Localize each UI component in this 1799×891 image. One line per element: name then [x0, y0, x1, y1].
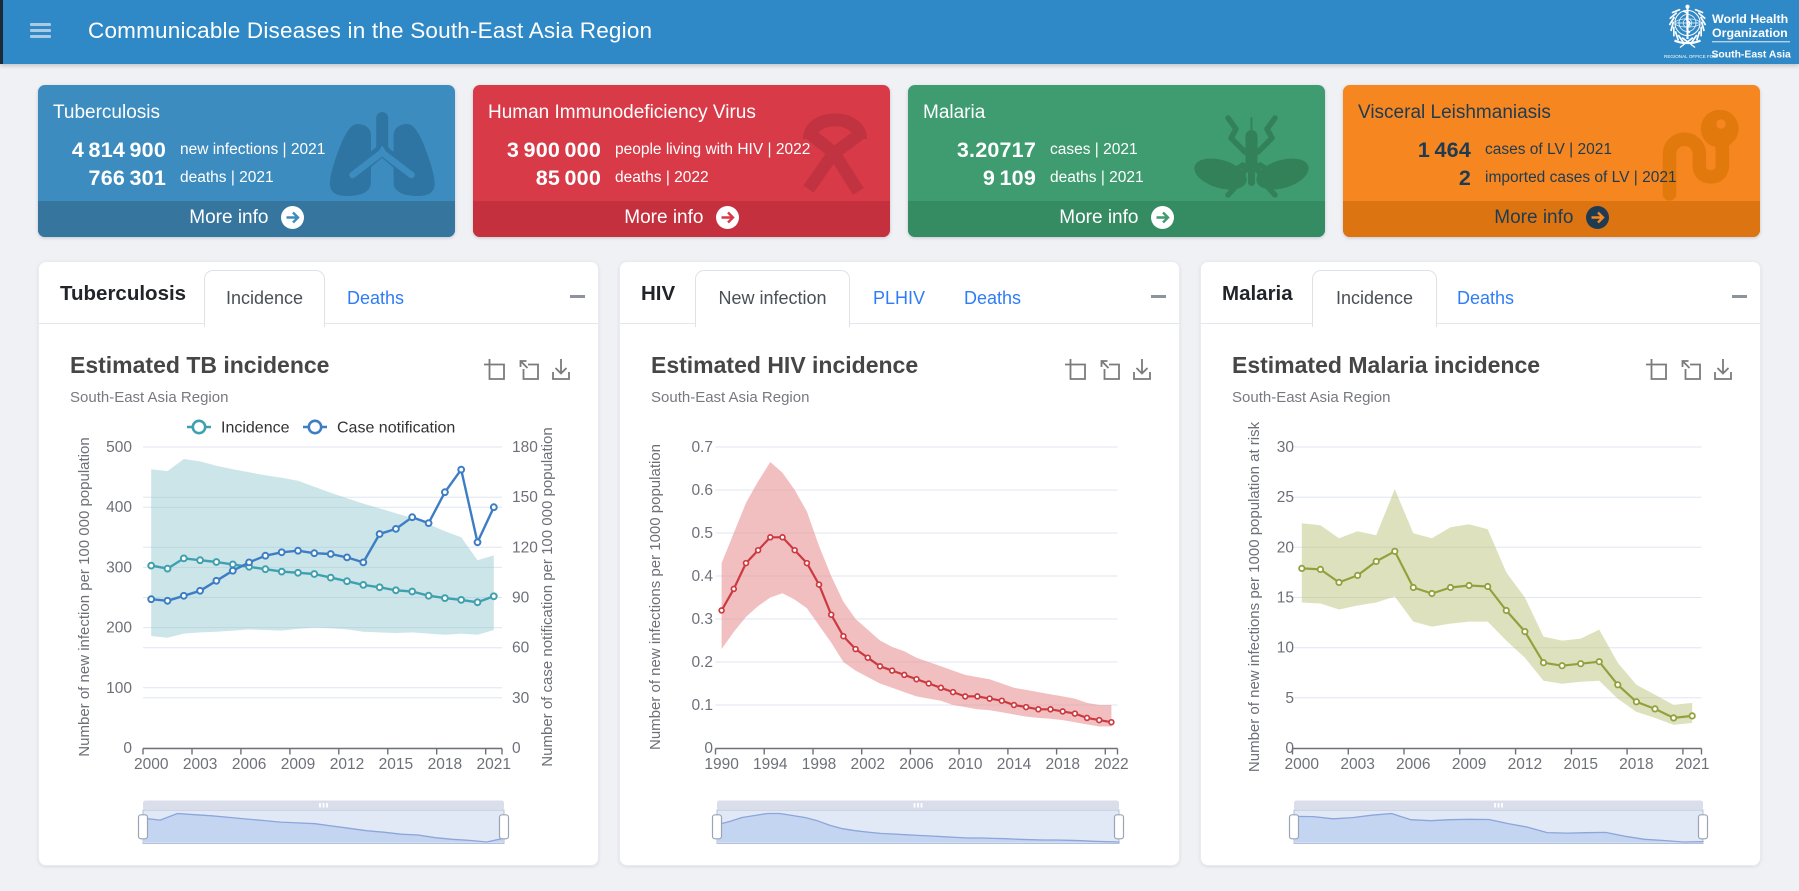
svg-text:2012: 2012	[1508, 756, 1542, 773]
svg-text:2002: 2002	[851, 756, 885, 773]
svg-text:0: 0	[704, 740, 713, 757]
svg-text:Estimated HIV incidence: Estimated HIV incidence	[651, 352, 918, 378]
svg-text:180: 180	[512, 439, 538, 456]
svg-text:10: 10	[1277, 640, 1295, 657]
svg-text:400: 400	[106, 499, 132, 516]
svg-text:REGIONAL OFFICE FOR:: REGIONAL OFFICE FOR:	[1664, 54, 1718, 59]
svg-text:500: 500	[106, 439, 132, 456]
svg-text:2009: 2009	[281, 756, 315, 773]
svg-text:300: 300	[106, 559, 132, 576]
svg-text:0: 0	[123, 740, 132, 757]
svg-text:0.4: 0.4	[691, 568, 713, 585]
svg-text:2000: 2000	[134, 756, 169, 773]
svg-text:2003: 2003	[183, 756, 217, 773]
svg-text:60: 60	[512, 640, 530, 657]
svg-text:Case notification: Case notification	[337, 420, 455, 437]
svg-text:1998: 1998	[802, 756, 836, 773]
svg-text:30: 30	[512, 690, 530, 707]
svg-text:2015: 2015	[1563, 756, 1597, 773]
svg-text:0: 0	[512, 740, 521, 757]
svg-text:25: 25	[1277, 489, 1294, 506]
svg-text:2021: 2021	[1675, 756, 1709, 773]
svg-text:90: 90	[512, 590, 530, 607]
svg-text:0.6: 0.6	[691, 482, 713, 499]
svg-text:100: 100	[106, 680, 132, 697]
svg-text:2022: 2022	[1094, 756, 1128, 773]
svg-text:South-East Asia Region: South-East Asia Region	[651, 389, 809, 406]
svg-text:Number of case notification pe: Number of case notification per 100 000 …	[539, 427, 556, 766]
svg-text:0: 0	[1285, 740, 1294, 757]
svg-text:Number of new infections per 1: Number of new infections per 1000 popula…	[647, 444, 664, 750]
svg-text:Organization: Organization	[1712, 26, 1788, 40]
svg-text:South-East Asia Region: South-East Asia Region	[70, 389, 228, 406]
svg-text:200: 200	[106, 620, 132, 637]
svg-text:2009: 2009	[1452, 756, 1486, 773]
svg-text:2018: 2018	[1619, 756, 1653, 773]
svg-text:Number of new infection per 10: Number of new infection per 100 000 popu…	[76, 437, 93, 756]
svg-text:South-East Asia Region: South-East Asia Region	[1232, 389, 1390, 406]
svg-text:2003: 2003	[1340, 756, 1374, 773]
svg-text:120: 120	[512, 539, 538, 556]
svg-text:2006: 2006	[232, 756, 266, 773]
svg-text:2021: 2021	[477, 756, 511, 773]
svg-text:5: 5	[1285, 690, 1294, 707]
svg-text:Estimated Malaria incidence: Estimated Malaria incidence	[1232, 352, 1540, 378]
svg-text:0.5: 0.5	[691, 525, 713, 542]
svg-text:2006: 2006	[1396, 756, 1430, 773]
svg-text:Estimated TB incidence: Estimated TB incidence	[70, 352, 329, 378]
svg-text:Number of new infections per 1: Number of new infections per 1000 popula…	[1246, 421, 1263, 772]
svg-text:2015: 2015	[379, 756, 413, 773]
svg-text:20: 20	[1277, 539, 1295, 556]
svg-text:0.1: 0.1	[691, 697, 713, 714]
svg-text:2000: 2000	[1285, 756, 1320, 773]
svg-text:2018: 2018	[1045, 756, 1079, 773]
svg-text:0.3: 0.3	[691, 611, 713, 628]
svg-text:1990: 1990	[704, 756, 739, 773]
svg-text:30: 30	[1277, 439, 1295, 456]
svg-text:0.7: 0.7	[691, 439, 713, 456]
svg-text:1994: 1994	[753, 756, 788, 773]
svg-text:150: 150	[512, 489, 538, 506]
svg-text:2018: 2018	[428, 756, 462, 773]
svg-text:2012: 2012	[330, 756, 364, 773]
svg-text:0.2: 0.2	[691, 654, 713, 671]
svg-text:2014: 2014	[997, 756, 1032, 773]
svg-text:2006: 2006	[899, 756, 933, 773]
svg-text:15: 15	[1277, 590, 1294, 607]
svg-text:South-East Asia: South-East Asia	[1712, 50, 1792, 61]
svg-text:Incidence: Incidence	[221, 420, 290, 437]
svg-text:2010: 2010	[948, 756, 983, 773]
svg-text:World Health: World Health	[1712, 12, 1788, 26]
